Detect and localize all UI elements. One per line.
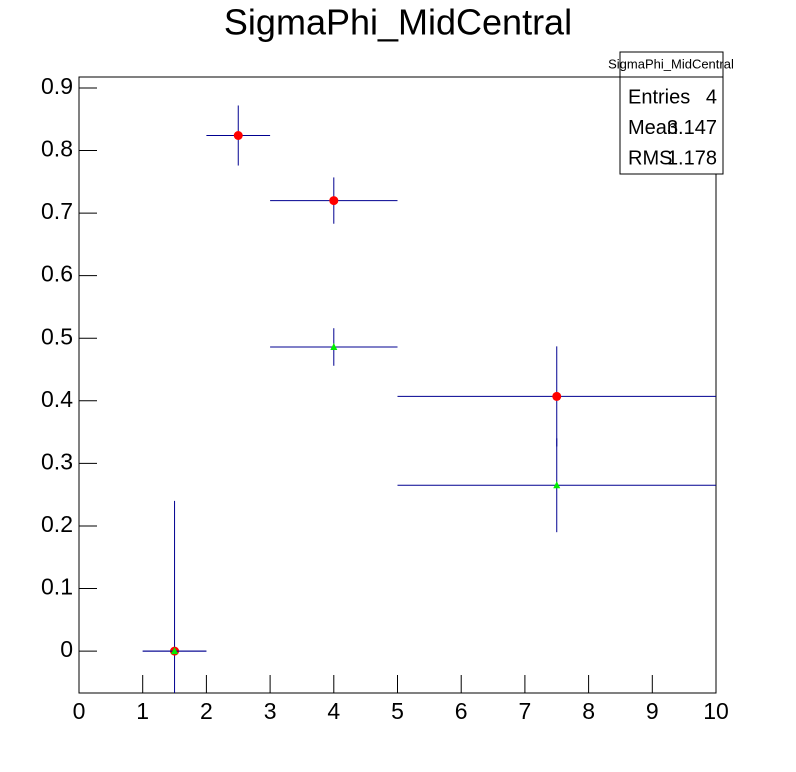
stats-value: 1.178 xyxy=(667,147,717,169)
marker xyxy=(171,647,179,655)
x-tick-label: 10 xyxy=(703,698,729,724)
stats-value: 3.147 xyxy=(667,117,717,139)
marker xyxy=(329,196,339,206)
x-tick-label: 9 xyxy=(646,698,659,724)
marker xyxy=(233,131,243,141)
y-tick-label: 0.8 xyxy=(41,136,73,162)
stats-box: SigmaPhi_MidCentral xyxy=(608,51,734,175)
x-tick-label: 3 xyxy=(264,698,277,724)
x-tick-label: 7 xyxy=(519,698,532,724)
x-tick-label: 2 xyxy=(200,698,213,724)
stats-title: SigmaPhi_MidCentral xyxy=(608,56,734,71)
x-tick-label: 0 xyxy=(73,698,86,724)
y-tick-label: 0.9 xyxy=(41,73,73,99)
marker xyxy=(553,481,561,489)
x-tick-label: 1 xyxy=(136,698,149,724)
x-tick-label: 5 xyxy=(391,698,404,724)
y-tick-label: 0.5 xyxy=(41,323,73,349)
y-tick-label: 0.7 xyxy=(41,198,73,224)
x-tick-label: 8 xyxy=(582,698,595,724)
x-tick-label: 4 xyxy=(327,698,340,724)
stats-label: Entries xyxy=(628,86,690,108)
y-tick-label: 0 xyxy=(60,636,73,662)
marker xyxy=(330,342,338,350)
plot-area xyxy=(142,105,716,693)
stats-value: 4 xyxy=(706,86,717,108)
y-tick-label: 0.6 xyxy=(41,261,73,287)
y-tick-label: 0.1 xyxy=(41,574,73,600)
y-tick-label: 0.3 xyxy=(41,448,73,474)
stats-label: RMS xyxy=(628,147,672,169)
y-tick-label: 0.2 xyxy=(41,511,73,537)
y-tick-label: 0.4 xyxy=(41,386,73,412)
x-tick-label: 6 xyxy=(455,698,468,724)
chart-title: SigmaPhi_MidCentral xyxy=(224,2,572,43)
stats-label: Mean xyxy=(628,117,678,139)
marker xyxy=(552,391,562,401)
stats-frame xyxy=(619,51,724,175)
